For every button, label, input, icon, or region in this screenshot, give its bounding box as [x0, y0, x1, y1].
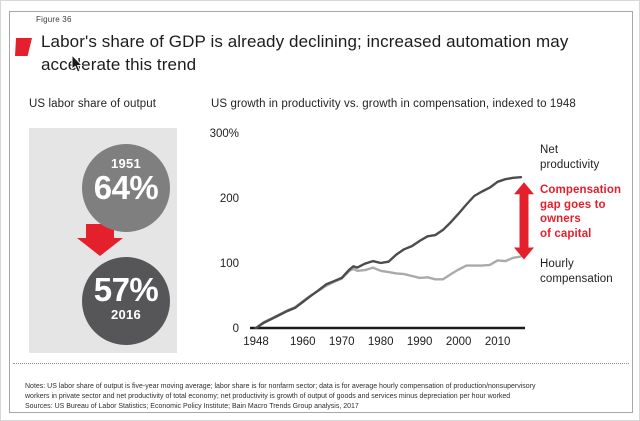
share-2016-year: 2016 — [110, 307, 142, 322]
share-1951-year: 1951 — [110, 156, 142, 171]
page-title: Labor's share of GDP is already declinin… — [41, 32, 569, 74]
title-bullet-icon — [15, 38, 32, 56]
share-2016-circle: 57% 2016 — [82, 257, 170, 345]
figure-number: Figure 36 — [36, 15, 72, 24]
compensation-gap-label: Compensation gap goes to owners of capit… — [540, 184, 622, 240]
figure-notes: Notes: US labor share of output is five-… — [25, 383, 536, 400]
share-1951-circle: 1951 64% — [82, 144, 170, 232]
notes-separator — [13, 363, 629, 364]
share-1951-value: 64% — [93, 169, 159, 206]
net-productivity-label: Net productivity — [540, 144, 600, 171]
labor-share-panel: 1951 64% 57% 2016 — [29, 128, 177, 353]
mouse-cursor-icon — [71, 55, 84, 73]
chart-heading: US growth in productivity vs. growth in … — [211, 98, 576, 110]
hourly-compensation-label: Hourly compensation — [540, 258, 613, 285]
share-2016-value: 57% — [93, 271, 159, 308]
left-panel-heading: US labor share of output — [29, 98, 157, 110]
figure-sources: Sources: US Bureau of Labor Statistics; … — [25, 403, 359, 410]
